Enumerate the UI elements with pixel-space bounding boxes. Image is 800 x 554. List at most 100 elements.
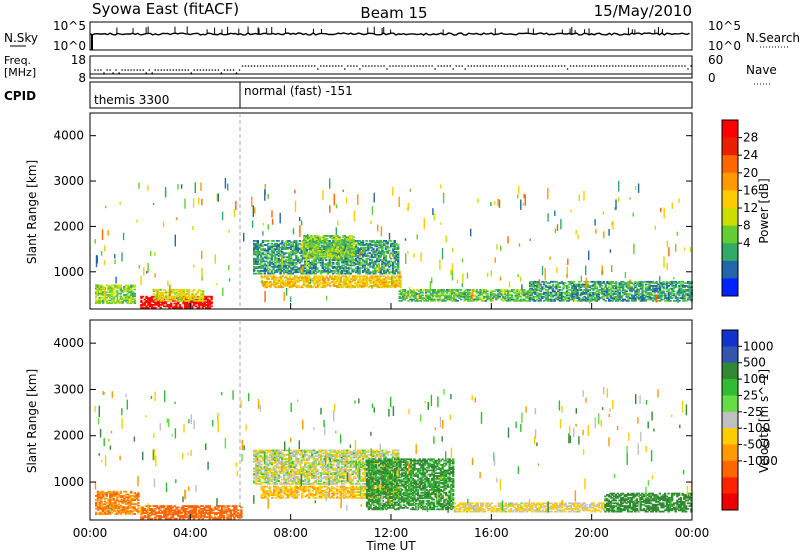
data-cell xyxy=(597,297,600,299)
data-cell xyxy=(263,267,266,270)
data-cell xyxy=(283,282,286,284)
data-cell xyxy=(107,508,110,511)
data-cell xyxy=(385,279,388,282)
data-cell xyxy=(323,257,326,260)
data-cell xyxy=(467,299,470,302)
data-cell xyxy=(265,265,268,268)
data-cell xyxy=(397,261,400,264)
data-cell xyxy=(289,253,293,256)
data-cell xyxy=(553,299,556,302)
data-cell xyxy=(180,306,183,309)
data-cell xyxy=(543,282,546,284)
data-cell xyxy=(308,285,311,287)
data-cell xyxy=(178,304,182,306)
data-cell xyxy=(618,286,621,289)
data-cell xyxy=(121,252,123,262)
data-cell xyxy=(193,289,196,291)
data-cell xyxy=(663,256,665,268)
data-cell xyxy=(102,493,105,496)
data-cell xyxy=(286,268,289,271)
data-cell xyxy=(571,295,574,298)
nave-point xyxy=(593,65,596,67)
data-cell xyxy=(300,268,303,271)
data-cell xyxy=(275,270,279,272)
data-cell xyxy=(678,293,681,295)
data-cell xyxy=(351,260,354,263)
y-tick-label: 2000 xyxy=(53,219,84,233)
data-cell xyxy=(397,279,400,282)
data-cell xyxy=(358,257,361,260)
data-cell xyxy=(327,251,331,254)
nave-point xyxy=(298,65,301,67)
data-cell xyxy=(332,279,335,282)
data-cell xyxy=(381,245,384,248)
data-cell xyxy=(100,497,103,500)
data-cell xyxy=(185,304,189,306)
data-cell xyxy=(165,298,168,301)
data-cell xyxy=(641,294,644,297)
data-cell xyxy=(274,265,277,268)
data-cell xyxy=(296,267,300,270)
data-cell xyxy=(354,259,358,261)
data-cell xyxy=(135,508,138,511)
data-cell xyxy=(279,267,282,270)
data-cell xyxy=(293,276,297,279)
nave-point xyxy=(115,69,117,71)
data-cell xyxy=(484,290,487,293)
data-cell xyxy=(186,289,189,291)
data-cell xyxy=(264,283,267,286)
data-cell xyxy=(461,258,464,263)
data-cell xyxy=(103,511,107,514)
nave-point xyxy=(395,65,397,67)
data-cell xyxy=(198,289,201,291)
data-cell xyxy=(393,265,396,268)
data-cell xyxy=(602,293,606,295)
data-cell xyxy=(437,291,440,294)
data-cell xyxy=(383,271,386,274)
data-cell xyxy=(102,300,105,303)
data-cell xyxy=(272,275,276,278)
data-cell xyxy=(182,297,185,299)
data-cell xyxy=(331,255,334,258)
data-cell xyxy=(442,289,445,291)
data-cell xyxy=(281,267,284,270)
data-cell xyxy=(364,278,367,280)
data-cell xyxy=(350,244,353,247)
data-cell xyxy=(133,288,136,291)
data-cell xyxy=(184,294,187,297)
data-cell xyxy=(173,306,176,309)
data-cell xyxy=(620,295,623,298)
data-cell xyxy=(534,280,537,283)
data-cell xyxy=(270,242,273,245)
data-cell xyxy=(390,242,393,245)
data-cell xyxy=(281,240,284,242)
nave-point xyxy=(569,65,572,67)
data-cell xyxy=(332,283,335,286)
data-cell xyxy=(395,275,399,278)
data-cell xyxy=(383,242,386,245)
data-cell xyxy=(546,299,549,302)
data-cell xyxy=(173,295,177,298)
data-cell xyxy=(319,237,322,240)
nave-point xyxy=(642,65,644,67)
data-cell xyxy=(344,276,348,279)
data-cell xyxy=(512,291,516,294)
data-cell xyxy=(254,253,258,256)
nave-point xyxy=(341,65,343,67)
data-cell xyxy=(383,253,386,256)
data-cell xyxy=(152,304,155,306)
data-cell xyxy=(608,282,611,284)
data-cell xyxy=(150,513,154,516)
data-cell xyxy=(267,256,270,259)
data-cell xyxy=(342,249,345,252)
data-cell xyxy=(294,189,296,194)
nave-point xyxy=(494,65,497,67)
data-cell xyxy=(304,272,307,275)
data-cell xyxy=(336,252,339,255)
data-cell xyxy=(356,240,359,242)
data-cell xyxy=(228,229,230,233)
data-cell xyxy=(154,295,157,298)
data-cell xyxy=(321,263,324,265)
data-cell xyxy=(557,291,559,297)
data-cell xyxy=(267,261,270,264)
